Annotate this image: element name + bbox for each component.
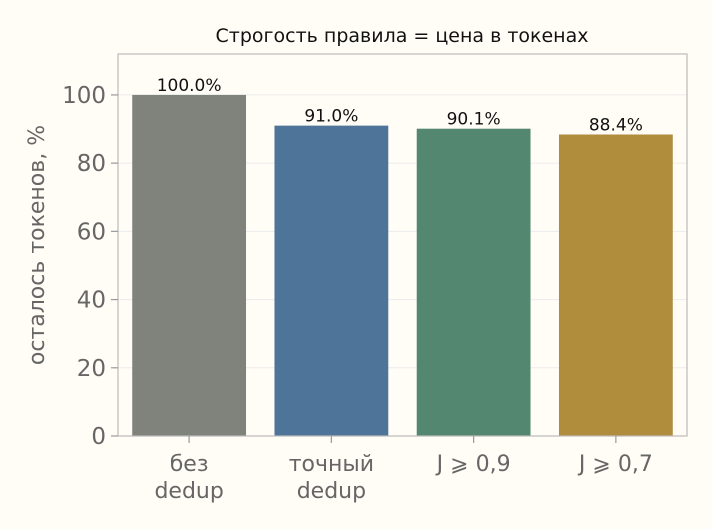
x-tick-label-line: dedup bbox=[154, 479, 223, 504]
x-tick-label: точный dedup bbox=[289, 452, 374, 504]
y-tick-label: 0 bbox=[91, 424, 106, 450]
y-tick-label: 80 bbox=[77, 151, 106, 177]
y-axis-label: осталось токенов, % bbox=[25, 125, 50, 365]
bar bbox=[558, 134, 673, 436]
x-tick-label-line: J ⩾ 0,7 bbox=[577, 452, 653, 477]
y-tick-label: 60 bbox=[77, 219, 106, 245]
x-tick-label-line: без bbox=[170, 452, 209, 477]
x-tick-label-line: dedup bbox=[297, 479, 366, 504]
bars: 100.0% 91.0% 90.1% 88.4% bbox=[132, 76, 673, 436]
x-tick-label: без dedup bbox=[154, 452, 223, 504]
bar bbox=[274, 125, 389, 436]
bar-value-label: 100.0% bbox=[157, 76, 222, 96]
x-tick-label: J ⩾ 0,9 bbox=[435, 452, 511, 477]
bar-value-label: 91.0% bbox=[304, 107, 358, 127]
plot-frame bbox=[117, 53, 688, 437]
bar-value-label: 90.1% bbox=[447, 110, 501, 130]
y-tick-label: 100 bbox=[62, 83, 106, 109]
x-tick-label-line: точный bbox=[289, 452, 374, 477]
bar bbox=[416, 128, 531, 436]
bar-value-label: 88.4% bbox=[589, 115, 643, 135]
chart-title: Строгость правила = цена в токенах bbox=[216, 25, 589, 47]
x-tick-label-line: J ⩾ 0,9 bbox=[435, 452, 511, 477]
y-tick-label: 20 bbox=[77, 356, 106, 382]
bar bbox=[132, 94, 247, 436]
y-tick-label: 40 bbox=[77, 288, 106, 314]
x-tick-label: J ⩾ 0,7 bbox=[577, 452, 653, 477]
